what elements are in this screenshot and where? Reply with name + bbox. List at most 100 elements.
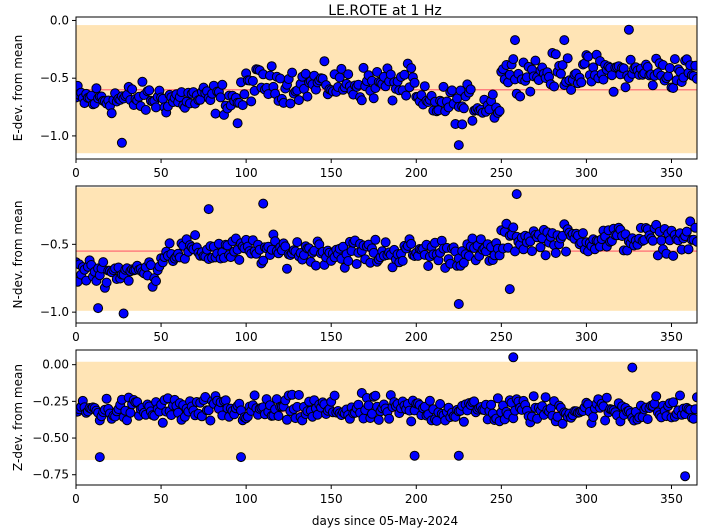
data-point (123, 275, 134, 286)
x-tick-label: 200 (405, 492, 428, 506)
data-point (319, 56, 330, 67)
data-point (453, 140, 464, 151)
x-tick-label: 250 (490, 492, 513, 506)
data-point (137, 76, 148, 87)
data-point (683, 244, 694, 255)
data-point (508, 352, 519, 363)
data-point (246, 96, 257, 107)
x-tick-label: 250 (490, 330, 513, 344)
data-point (664, 63, 675, 73)
data-point (93, 303, 104, 314)
data-point (239, 89, 250, 100)
data-point (98, 257, 109, 268)
data-point (487, 89, 498, 100)
data-point (651, 391, 662, 402)
data-point (144, 85, 155, 96)
panel-0: 0.0 −0.5 −1.0 0 50 100 150 200 250 300 350 E-dev. f… (11, 13, 698, 180)
y-tick-label: −0.50 (32, 431, 69, 445)
y-tick-label: −0.25 (32, 394, 69, 408)
y-axis-label: E-dev. from mean (11, 35, 25, 141)
data-point (151, 102, 161, 113)
x-tick-label: 350 (660, 330, 683, 344)
data-point (203, 204, 214, 215)
data-point (310, 260, 321, 271)
x-tick-label: 250 (490, 166, 513, 180)
data-point (511, 189, 522, 200)
data-point (205, 415, 216, 426)
data-point (453, 450, 464, 461)
y-tick-label: 0.00 (42, 358, 69, 372)
data-point (336, 63, 347, 74)
data-point (656, 235, 667, 246)
data-point (247, 76, 258, 86)
data-point (458, 416, 469, 427)
data-point (234, 254, 245, 265)
data-point (508, 54, 519, 65)
data-point (435, 399, 446, 409)
x-tick-label: 0 (72, 330, 80, 344)
y-axis-label: N-dev. from mean (11, 201, 25, 309)
chart-title: LE.ROTE at 1 Hz (328, 3, 441, 19)
data-point (232, 118, 243, 129)
data-point (692, 392, 697, 403)
data-point (372, 67, 383, 77)
x-tick-label: 300 (575, 166, 598, 180)
x-tick-label: 0 (72, 492, 80, 506)
data-point (151, 276, 161, 286)
data-point (101, 277, 112, 288)
points (76, 352, 697, 482)
data-point (370, 234, 381, 245)
data-point (528, 391, 539, 402)
data-point (370, 390, 381, 401)
data-point (343, 256, 354, 266)
data-point (399, 69, 410, 80)
data-point (566, 84, 577, 95)
data-point (540, 250, 551, 261)
data-point (258, 198, 269, 209)
data-point (510, 35, 520, 46)
data-point (258, 255, 269, 266)
data-point (409, 77, 420, 88)
data-point (527, 246, 537, 257)
data-point (681, 226, 692, 237)
data-point (302, 91, 313, 102)
data-point (373, 414, 384, 425)
data-point (106, 108, 117, 119)
data-point (409, 450, 420, 461)
y-tick-label: 0.0 (50, 13, 69, 27)
data-point (282, 263, 292, 274)
x-tick-label: 50 (153, 166, 168, 180)
data-point (116, 137, 127, 148)
data-point (285, 98, 296, 109)
data-point (406, 238, 417, 249)
data-point (438, 81, 449, 92)
y-tick-label: −1.0 (40, 129, 69, 143)
data-point (356, 95, 367, 106)
data-point (598, 74, 609, 85)
data-point (608, 86, 619, 97)
data-point (675, 390, 685, 401)
data-point (215, 92, 226, 103)
data-point (690, 404, 697, 415)
x-tick-label: 150 (320, 330, 343, 344)
data-point (642, 414, 653, 425)
data-point (140, 104, 151, 115)
data-point (562, 53, 573, 64)
data-point (203, 405, 214, 416)
data-point (351, 259, 362, 269)
panel-2: 0.00 −0.25 −0.50 −0.750 50 100 150 200 250 300 350… (11, 349, 698, 506)
data-point (623, 24, 634, 35)
data-point (424, 395, 435, 406)
data-point (549, 81, 560, 92)
data-point (363, 400, 374, 411)
data-point (91, 83, 102, 94)
data-point (601, 392, 612, 403)
x-tick-label: 150 (320, 492, 343, 506)
points (76, 24, 697, 151)
data-point (525, 86, 536, 97)
data-point (457, 119, 468, 130)
data-point (647, 235, 658, 246)
data-point (458, 103, 469, 114)
data-point (669, 54, 680, 65)
data-point (164, 238, 175, 249)
